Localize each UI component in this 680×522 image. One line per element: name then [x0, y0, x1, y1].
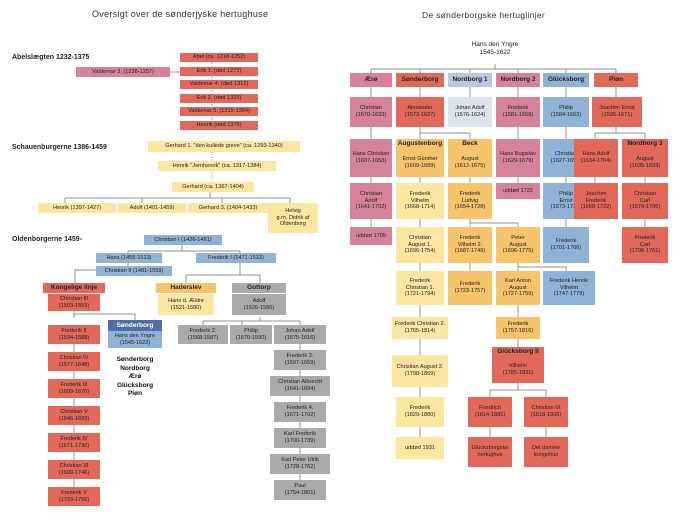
ancestor-label: Hans den Yngre 1545-1622 [471, 41, 519, 56]
node-adolf-gottorp: Adolf (1526-1586) [232, 294, 286, 315]
node-gerhard: Gerhard (ca. 1367-1404) [172, 182, 254, 192]
left-chart-title: Oversigt over de sønderjyske hertughuse [92, 9, 269, 19]
node-frederik2-gottorp: Frederik 2. (1568-1587) [178, 325, 228, 344]
node-r-christian-august2: Christian August 2. (1798-1869) [392, 355, 448, 387]
node-christian1: Christian I (1426-1481) [144, 235, 222, 245]
node-christian5: Christian V (1646-1699) [48, 406, 100, 425]
node-r-frederik-ludvig: Frederik Ludvig (1654-1728) [448, 183, 492, 219]
line-header-sonderborg: Sønderborg [396, 73, 444, 87]
node-r-joachim-ernst: Joachim Ernst (1595-1671) [592, 97, 642, 127]
section-schauenburg: Schauenburgerne 1386-1459 [12, 144, 107, 151]
node-christian4: Christian IV (1577-1648) [48, 352, 100, 371]
node-r-joachim-frederik: Joachim Frederik (1668-1722) [574, 183, 618, 219]
node-r-frederik-christian2: Frederik Christian 2. (1765-1814) [392, 317, 448, 339]
node-r-christian-aero: Christian (1570-1633) [350, 97, 392, 127]
node-r-frederik-1757: Frederik (1757-1816) [496, 317, 540, 339]
node-sonderborg-heading: Sønderborg [108, 320, 162, 331]
node-r-christian-august1: Christian August 1. (1696-1754) [396, 227, 444, 263]
node-r-philip: Philip (1584-1663) [543, 97, 589, 127]
node-gerhard1: Gerhard 1. "den kullede greve" (ca. 1293… [148, 141, 300, 152]
node-frederik3-gottorp: Frederik 3. (1597-1659) [274, 350, 326, 370]
node-christian-albrecht: Christian Albrecht (1641-1694) [270, 376, 330, 396]
node-hans-aeldre: Hans d. Ældre (1521-1580) [158, 294, 214, 315]
node-r-alexander: Alexander (1573-1627) [396, 97, 444, 127]
node-haderslev: Haderslev [156, 283, 216, 293]
node-gerhard3: Gerhard 3. (1404-1433) [188, 203, 268, 213]
node-karl-peter-ulrik: Karl Peter Ulrik (1728-1762) [270, 454, 330, 474]
node-christian2: Christian II (1481-1559) [96, 266, 172, 276]
node-r-hans-adolf: Hans Adolf (1634-1704) [574, 139, 618, 177]
node-r-august-beck: August (1612-1675) [448, 149, 492, 177]
sonderborg-lines-list: Sønderborg Nordborg Ærø Glücksborg Pløn [116, 356, 154, 397]
node-adolf-schauenburg: Adolf (1401-1459) [118, 203, 186, 213]
node-frederik1: Frederik I (1471-1533) [196, 253, 276, 263]
node-r-peter-august: Peter August (1696-1775) [496, 227, 540, 263]
node-r-frederik-carl: Frederik Carl (1706-1761) [622, 227, 668, 263]
node-christian6: Christian VI (1699-1746) [48, 460, 100, 479]
node-johan-adolf-gottorp: Johan Adolf (1575-1616) [274, 325, 326, 344]
node-r-vilhelm: Vilhelm (1785-1831) [492, 357, 544, 383]
node-r-glucksborgske-hertughus: Glücksborgske hertughus [468, 437, 512, 467]
node-valdemar3: Valdemar 3. (1238-1257) [76, 67, 170, 77]
node-helvig: Helvig g.m. Didrik af Oldenborg [268, 203, 318, 233]
node-r-ernst-gunther: Ernst Günther (1609-1689) [396, 149, 444, 177]
node-r-august-nordborg3: August (1635-1699) [622, 149, 668, 177]
line-header-aero: Ærø [350, 73, 392, 87]
node-r-uddod-1722: uddød 1722 [496, 183, 540, 199]
section-abel: Abelslægten 1232-1375 [12, 54, 90, 61]
node-valdemar5: Valdemar 5. (1315-1364) [180, 107, 258, 116]
node-paul: Paul (1754-1801) [274, 480, 326, 500]
line-header-nordborg2: Nordborg 2 [496, 73, 540, 87]
node-erik1: Erik 1. (død 1272) [180, 67, 258, 76]
node-r-frederik-beck: Frederik (1723-1757) [448, 271, 492, 305]
node-kongelige-linje: Kongelige linje [43, 283, 105, 293]
node-r-uddod-1709: uddød 1709 [350, 227, 392, 245]
node-r-frederik-vilhelm2: Frederik Vilhelm 2. (1687-1749) [448, 227, 492, 263]
node-karl-frederik: Karl Frederik (1700-1739) [274, 428, 326, 448]
node-r-det-danske-kongehus: Det danske kongehus [524, 437, 568, 467]
node-r-augustenborg: Augustenborg [396, 139, 444, 149]
node-frederik3: Frederik III (1609-1670) [48, 379, 100, 398]
node-christian3: Christian III (1503-1559) [48, 294, 100, 311]
node-frederik2: Frederik II (1534-1588) [48, 325, 100, 344]
node-r-frederik-henrik-vilhelm: Frederik Henrik Vilhelm (1747-1779) [543, 271, 595, 305]
node-r-christian-adolf: Christian Adolf (1641-1702) [350, 183, 392, 219]
node-valdemar4: Valdemar 4. (død 1312) [180, 80, 258, 89]
node-hans-yngre: Hans den Yngre (1545-1622) [108, 331, 162, 348]
node-r-beck: Beck [448, 139, 492, 149]
node-r-glucksborg2: Glücksborg II [492, 347, 544, 357]
line-header-nordborg1: Nordborg 1 [448, 73, 492, 87]
node-frederik4: Frederik IV (1671-1730) [48, 433, 100, 452]
node-r-uddod-1931: uddød 1931 [396, 437, 444, 459]
node-r-hans-christian: Hans Christian (1607-1653) [350, 139, 392, 177]
node-frederik5: Frederik V (1723-1766) [48, 487, 100, 506]
node-philip-gottorp: Philip (1570-1590) [230, 325, 272, 344]
node-r-frederik-nordborg2: Frederik (1581-1658) [496, 97, 540, 127]
right-chart-title: De sønderborgske hertuglinjer [422, 10, 546, 20]
node-abel: Abel (ca. 1218-1252) [180, 53, 258, 62]
section-oldenburg: Oldenborgerne 1459- [12, 236, 83, 243]
node-erik2: Erik 2. (død 1325) [180, 94, 258, 103]
node-henrik: Henrik (død 1375) [180, 121, 258, 130]
line-header-plon: Pløn [594, 73, 638, 87]
node-r-johan-adolf: Johan Adolf (1576-1624) [448, 97, 492, 127]
node-r-karl-anton-august: Karl Anton August (1727-1759) [496, 271, 540, 305]
node-r-christian-carl: Christian Carl (1674-1706) [622, 183, 668, 219]
node-gottorp: Gottorp [232, 283, 286, 293]
node-r-frederik-glucksborg: Frederik (1701-1766) [543, 227, 589, 263]
node-r-nordborg3: Nordborg 3 [622, 139, 668, 149]
node-henrik-jernhenrik: Henrik "Jernhenrik" (ca. 1317-1384) [158, 161, 276, 171]
node-r-frederik-vilhelm: Frederik Vilhelm (1668-1714) [396, 183, 444, 219]
node-hans: Hans (1455-1513) [96, 253, 162, 263]
node-r-frederik-christian1: Frederik Christian 1. (1721-1794) [396, 271, 444, 305]
line-header-glucksborg: Glücksborg [543, 73, 589, 87]
node-frederik4-gottorp: Frederik 4. (1671-1702) [274, 402, 326, 422]
node-r-friedrich: Friedrich (1814-1885) [468, 397, 512, 427]
node-henrik-schauenburg: Henrik (1397-1427) [38, 203, 116, 213]
node-r-hans-bugislav: Hans Bugislav (1629-1679) [496, 139, 540, 177]
node-r-frederik-1829: Frederik (1829-1880) [396, 397, 444, 427]
node-r-christian9: Christian IX (1818-1906) [524, 397, 568, 427]
